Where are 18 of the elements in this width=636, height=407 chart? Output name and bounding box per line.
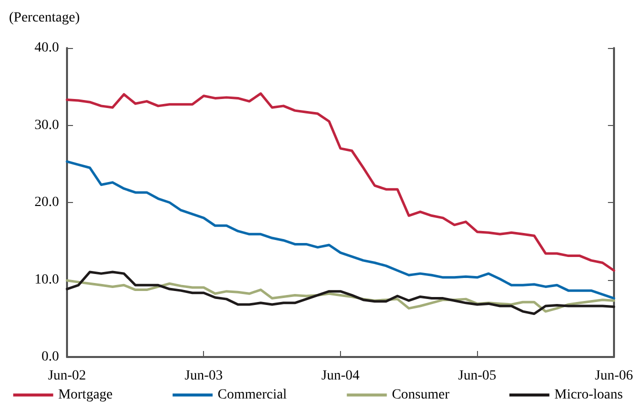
x-tick-label: Jun-05 — [458, 368, 496, 384]
y-tick-label: 10.0 — [34, 272, 59, 288]
x-tick-label: Jun-02 — [48, 368, 86, 384]
legend-label: Consumer — [392, 388, 450, 402]
x-tick-label: Jun-03 — [184, 368, 223, 384]
legend-label: Mortgage — [58, 388, 113, 402]
y-axis-title: (Percentage) — [9, 10, 80, 26]
y-tick-label: 0.0 — [42, 350, 59, 364]
y-tick-label: 20.0 — [34, 195, 59, 210]
line-series — [66, 270, 616, 315]
y-tick-label: 30.0 — [34, 118, 59, 133]
x-tick-label: Jun-04 — [321, 368, 360, 384]
legend-label: Micro-loans — [554, 388, 623, 402]
x-tick-label: Jun-06 — [594, 368, 634, 384]
y-tick-label: 40.0 — [34, 40, 59, 56]
legend-label: Commercial — [218, 388, 287, 402]
line-series — [66, 92, 616, 272]
line-series — [66, 160, 616, 300]
